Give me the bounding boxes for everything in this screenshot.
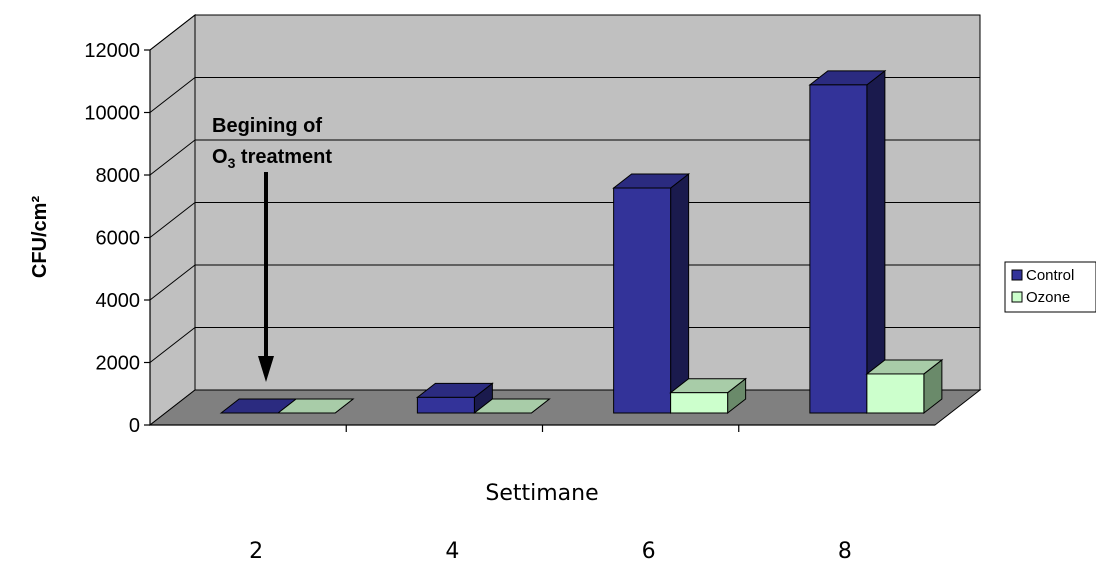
x-axis-label: Settimane — [485, 481, 598, 506]
legend-swatch-ozone — [1011, 291, 1023, 303]
bar-front — [809, 84, 868, 414]
bar-ozone-4 — [472, 398, 551, 414]
legend-label-control: Control — [1026, 267, 1074, 284]
gridline-side — [149, 139, 196, 176]
y-tick-label: 12000 — [84, 40, 140, 62]
gridline-side — [149, 202, 196, 238]
bar-front — [866, 373, 925, 414]
legend-label-ozone: Ozone — [1026, 289, 1070, 306]
x-tick-label: 6 — [642, 539, 656, 564]
y-tick-marks: 0 2000 4000 6000 8000 10000 12000 — [84, 40, 150, 437]
x-tick-marks: 2 4 6 8 — [249, 425, 852, 564]
bar-control-6 — [612, 172, 691, 415]
y-tick-label: 6000 — [96, 228, 141, 250]
bar-side — [670, 172, 690, 415]
x-tick-label: 4 — [445, 539, 459, 564]
bar-control-8 — [808, 69, 887, 415]
bar-top — [472, 398, 551, 414]
bar-ozone-2 — [276, 398, 355, 414]
bar-ozone-6 — [669, 377, 748, 415]
annotation-line2: O3 treatment — [212, 146, 332, 171]
bar-control-4 — [415, 382, 494, 415]
legend-swatch-control — [1011, 269, 1023, 281]
annotation-line1: Begining of — [212, 115, 322, 137]
y-tick-label: 10000 — [84, 103, 140, 125]
y-tick-label: 0 — [129, 415, 140, 437]
bar-front — [613, 187, 672, 414]
y-tick-label: 4000 — [96, 290, 141, 312]
gridline-side — [149, 14, 196, 51]
gridline-side — [149, 77, 196, 113]
annotation: Begining of O3 treatment — [212, 115, 332, 382]
y-tick-label: 8000 — [96, 165, 141, 187]
gridline-side — [149, 264, 196, 301]
annotation-arrow-head — [258, 356, 274, 382]
bar-top — [276, 398, 355, 414]
x-tick-label: 8 — [838, 539, 852, 564]
bar-front — [670, 392, 729, 414]
y-axis-label: CFU/cm² — [29, 196, 51, 279]
x-tick-label: 2 — [249, 539, 263, 564]
legend: Control Ozone — [1004, 261, 1096, 313]
bar-front — [416, 396, 475, 414]
bar-ozone-8 — [865, 358, 944, 415]
gridline-side — [149, 327, 196, 363]
y-tick-label: 2000 — [96, 353, 141, 375]
bars — [219, 69, 944, 415]
